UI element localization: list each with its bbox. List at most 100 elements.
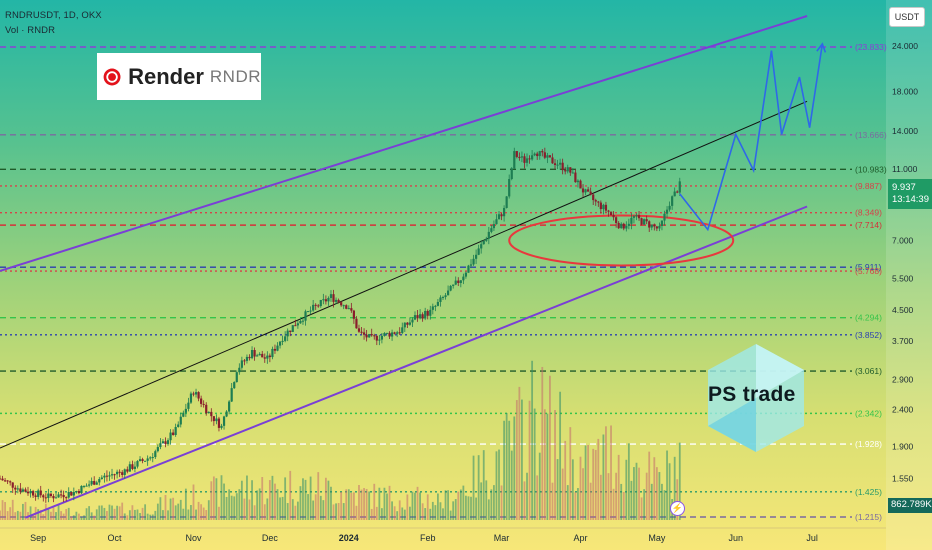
candle-body	[309, 310, 312, 312]
level-label: (3.852)	[855, 330, 882, 340]
volume-bar	[584, 445, 587, 520]
volume-bar	[279, 497, 281, 520]
candle-body	[291, 325, 294, 332]
candle-body	[3, 480, 7, 482]
candle-body	[508, 179, 511, 197]
candle-body	[220, 425, 223, 428]
volume-bar	[437, 493, 439, 520]
volume-bar	[197, 501, 200, 520]
projection-arrowhead	[816, 42, 827, 53]
candle-body	[194, 392, 198, 395]
volume-bar	[577, 488, 579, 520]
candle-body	[345, 305, 348, 309]
candle-body	[319, 299, 322, 307]
logo-ticker: RNDR	[209, 66, 261, 86]
price-axis-panel[interactable]	[886, 0, 932, 550]
volume-bar	[612, 488, 615, 520]
volume-bar	[536, 475, 539, 520]
candle-body	[268, 355, 271, 358]
volume-bar	[62, 513, 65, 520]
volume-bar	[202, 507, 205, 520]
candle-body	[640, 218, 643, 225]
volume-bar	[78, 513, 80, 520]
time-tick-label: Jul	[806, 533, 818, 543]
candle-body	[278, 341, 282, 346]
volume-bar	[240, 480, 243, 520]
volume-bar	[373, 483, 376, 520]
volume-bar	[668, 463, 671, 520]
candle-body	[296, 323, 299, 326]
volume-bar	[159, 497, 162, 520]
volume-bar	[42, 514, 45, 520]
candle-body	[503, 207, 506, 217]
volume-bar	[579, 456, 582, 520]
volume-bar	[39, 510, 42, 520]
volume-bar	[480, 482, 483, 520]
candle-body	[671, 196, 674, 206]
candle-body	[403, 322, 406, 328]
volume-bar	[566, 485, 569, 520]
volume-bar	[6, 511, 9, 520]
volume-bar	[60, 511, 63, 520]
volume-bar	[597, 438, 600, 520]
candle-body	[126, 469, 129, 472]
volume-bar	[139, 513, 141, 520]
candle-body	[154, 451, 157, 458]
candle-body	[531, 155, 534, 160]
volume-bar	[251, 480, 253, 520]
volume-bar	[0, 510, 1, 520]
volume-bar	[268, 480, 271, 520]
volume-bar	[424, 508, 427, 520]
candle-body	[174, 426, 177, 435]
candle-body	[643, 219, 646, 225]
volume-bar	[386, 493, 388, 520]
bar-countdown: 13:14:39	[892, 194, 929, 205]
volume-bar	[274, 483, 276, 520]
volume-bar	[317, 472, 320, 520]
volume-bars	[0, 360, 681, 520]
volume-bar	[330, 486, 332, 520]
volume-bar	[454, 499, 457, 520]
candle-body	[205, 404, 208, 414]
volume-bar	[643, 489, 646, 520]
candle-body	[57, 494, 60, 498]
volume-bar	[72, 515, 75, 520]
candle-body	[6, 480, 9, 482]
candle-body	[454, 280, 457, 285]
volume-bar	[655, 467, 658, 520]
render-logo-icon	[103, 68, 121, 85]
candle-body	[510, 168, 513, 180]
volume-value-tag: 862.789K	[888, 498, 932, 513]
volume-bar	[426, 494, 429, 520]
volume-bar	[673, 456, 676, 520]
candle-body	[424, 310, 427, 319]
currency-badge[interactable]: USDT	[889, 7, 925, 27]
volume-bar	[447, 490, 449, 520]
volume-bar	[493, 485, 495, 520]
candle-body	[85, 485, 88, 487]
volume-bar	[638, 467, 640, 520]
volume-bar	[419, 492, 421, 520]
volume-bar	[452, 501, 455, 520]
candle-body	[609, 211, 613, 215]
candle-body	[138, 459, 142, 462]
volume-bar	[149, 514, 152, 520]
candle-body	[342, 305, 345, 307]
volume-bar	[620, 483, 623, 520]
volume-bar	[508, 420, 511, 520]
last-price-tag: 9.937 13:14:39	[888, 179, 932, 209]
volume-bar	[477, 455, 480, 520]
candle-body	[70, 492, 73, 496]
candle-body	[110, 474, 114, 476]
candle-body	[523, 156, 526, 163]
candle-body	[406, 322, 409, 325]
volume-bar	[650, 483, 653, 520]
lightning-icon[interactable]: ⚡	[670, 501, 685, 516]
volume-bar	[1, 500, 4, 520]
candle-body	[212, 416, 215, 422]
volume-header[interactable]: Vol · RNDR	[5, 25, 56, 36]
symbol-header[interactable]: RNDRUSDT, 1D, OKX	[5, 10, 102, 21]
candle-body	[416, 315, 419, 319]
volume-bar	[358, 485, 360, 520]
